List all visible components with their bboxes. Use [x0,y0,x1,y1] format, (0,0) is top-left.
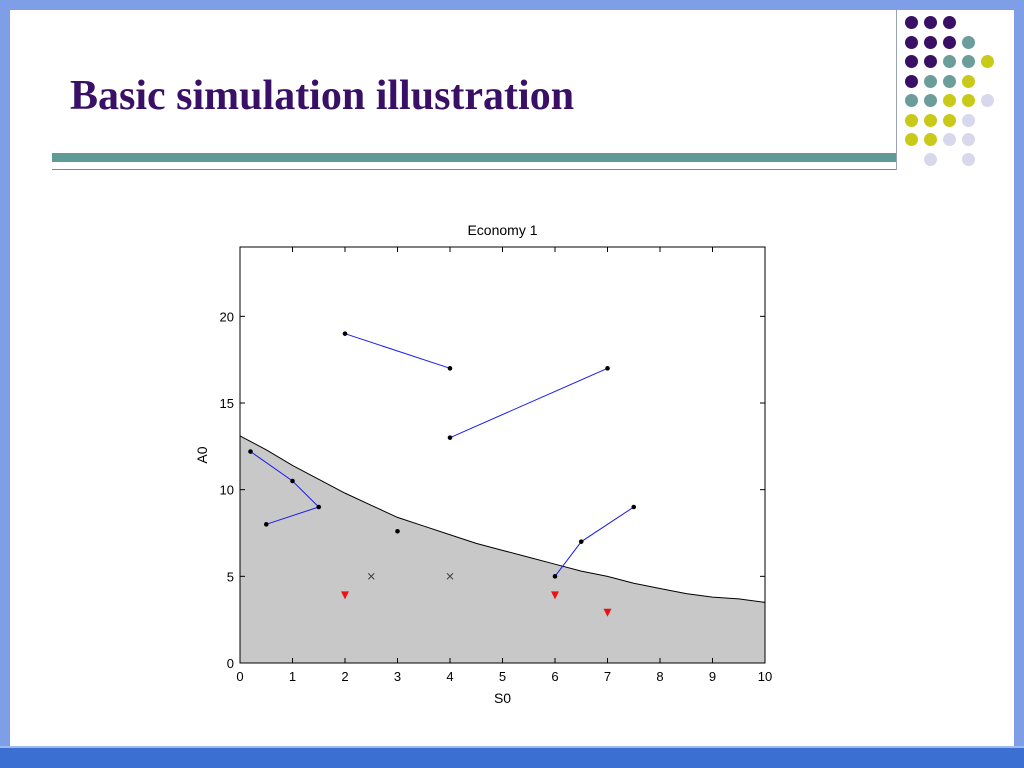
x-tick-label: 9 [709,669,716,684]
slide-frame-left [0,0,10,768]
x-tick-label: 10 [758,669,772,684]
trajectory-point [290,478,295,484]
decor-dot [924,113,937,127]
x-tick-label: 1 [289,669,296,684]
y-tick-label: 0 [227,656,234,671]
decor-dot [943,113,956,127]
decor-dot [962,113,975,127]
x-tick-label: 8 [656,669,663,684]
decor-dot [943,16,956,29]
slide-frame-right [1014,0,1024,768]
trajectory-point [605,366,610,371]
x-tick-label: 6 [551,669,558,684]
x-marker [446,572,454,580]
decor-dot [962,94,975,107]
decor-dot [943,94,956,107]
decor-dot [962,133,975,146]
boundary-curve [239,435,766,603]
decor-dot [924,94,937,107]
triangle-marker [603,608,612,617]
decor-dot [943,74,956,88]
x-tick-label: 0 [236,669,243,684]
data-point [395,528,400,534]
trajectory-point [447,435,453,440]
decor-dot [924,133,937,146]
decor-dot [924,35,937,49]
decor-dot [962,152,975,166]
decor-dot [943,55,956,68]
x-tick-label: 7 [604,669,611,684]
x-tick-label: 3 [394,669,401,684]
slide-frame-bottom [0,748,1024,768]
triangle-marker [341,591,349,600]
chart-title: Economy 1 [467,222,537,238]
trajectory-point [316,504,322,510]
trajectory-point [342,331,348,336]
trajectory-line [449,367,608,439]
decor-dot [905,16,918,29]
slide-frame-top [0,0,1024,10]
feasible-region [240,435,765,663]
decorative-dot-grid [900,12,1020,172]
x-marker [367,572,375,580]
slide-title: Basic simulation illustration [70,73,575,119]
trajectory-line [250,451,320,525]
decor-dot [905,94,918,107]
decor-dot [981,94,994,107]
trajectory-point [263,522,269,527]
decor-dot [924,152,937,166]
decor-dot [905,74,918,88]
x-tick-label: 2 [341,669,348,684]
decor-dot [962,74,975,88]
y-tick-label: 20 [220,309,234,324]
decor-dot [905,133,918,146]
decor-dot [924,74,937,88]
decor-dot [981,55,994,68]
decor-dot [905,113,918,127]
decor-dot [962,55,975,68]
trajectory-point [552,574,558,579]
decor-dot [943,133,956,146]
decor-dot [962,35,975,49]
trajectory-line [344,333,451,369]
trajectory-point [578,539,584,544]
x-tick-label: 4 [446,669,453,684]
triangle-marker [551,591,559,600]
slide-header-area [10,10,897,170]
decor-dot [905,55,918,68]
y-axis-label: A0 [194,446,210,463]
trajectory-point [447,366,453,371]
y-tick-label: 15 [220,396,234,411]
trajectory-point [631,504,637,510]
y-tick-label: 10 [220,483,234,498]
trajectory-point [248,449,253,454]
title-underline-thin [52,169,896,170]
x-axis-label: S0 [494,690,511,706]
slide-frame-bottom-highlight [0,746,1024,748]
decor-dot [924,16,937,29]
economy-chart: 0 1 2 3 4 5 6 7 8 9 10 0 5 10 15 20 Economy 1 S0 A0 [194,222,772,706]
decor-dot [905,35,918,49]
y-tick-label: 5 [227,569,234,584]
x-tick-label: 5 [499,669,506,684]
decor-dot [924,55,937,68]
title-underline-bar [52,153,896,162]
decor-dot [943,35,956,49]
